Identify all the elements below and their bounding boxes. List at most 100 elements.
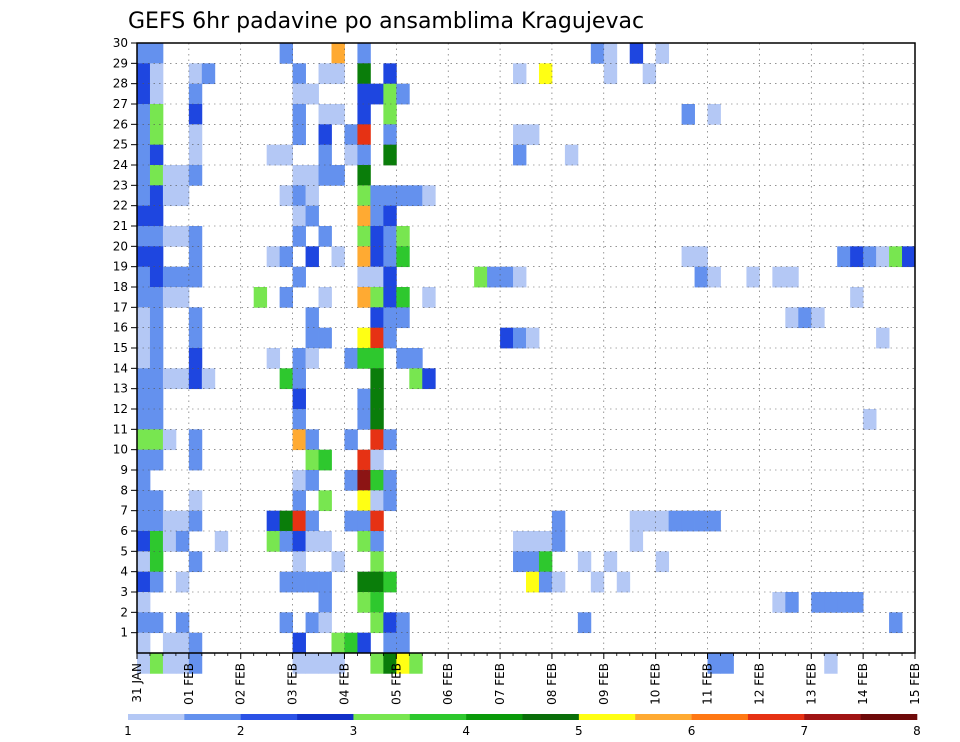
- precip-cell: [785, 592, 799, 613]
- precip-cell: [513, 266, 527, 288]
- precip-cell: [383, 205, 397, 227]
- precip-cell: [383, 63, 397, 85]
- precip-cell: [396, 287, 410, 308]
- precip-cell: [370, 490, 384, 512]
- precip-cell: [603, 63, 618, 85]
- precip-cell: [137, 144, 151, 166]
- precip-cell: [837, 246, 851, 268]
- precip-cell: [344, 144, 358, 166]
- colorbar-label: 1: [124, 724, 132, 738]
- precip-cell: [551, 571, 566, 593]
- precip-cell: [305, 327, 319, 349]
- y-tick-label: 30: [113, 36, 128, 50]
- colorbar-swatch: [691, 714, 749, 720]
- precip-cell: [707, 653, 721, 674]
- precip-cell: [811, 592, 825, 613]
- plot-cells: [137, 43, 916, 674]
- x-tick-label: 15 FEB: [908, 663, 922, 705]
- precip-cell: [137, 307, 151, 329]
- colorbar-swatch: [804, 714, 861, 720]
- precip-cell: [149, 287, 164, 308]
- precip-cell: [175, 226, 190, 247]
- precip-cell: [188, 632, 203, 654]
- precip-cell: [370, 246, 384, 268]
- precip-cell: [137, 592, 151, 613]
- chart-title: GEFS 6hr padavine po ansamblima Kragujev…: [128, 9, 644, 34]
- precip-cell: [188, 368, 203, 390]
- colorbar-swatch: [409, 714, 467, 720]
- precip-cell: [513, 124, 527, 146]
- precip-cell: [162, 632, 177, 654]
- precip-cell: [162, 510, 177, 532]
- precip-cell: [357, 144, 371, 166]
- x-tick-label: 08 FEB: [545, 663, 559, 705]
- precip-cell: [603, 43, 618, 64]
- precip-cell: [383, 571, 397, 593]
- precip-cell: [292, 571, 306, 593]
- precip-cell: [344, 429, 358, 451]
- precip-cell: [318, 63, 332, 85]
- precip-cell: [396, 246, 410, 268]
- precip-cell: [396, 632, 410, 654]
- precip-cell: [279, 287, 293, 308]
- precip-cell: [188, 226, 203, 247]
- precip-cell: [902, 246, 916, 268]
- precip-cell: [175, 165, 190, 186]
- precip-cell: [383, 83, 397, 105]
- precip-cell: [279, 144, 293, 166]
- precip-cell: [551, 531, 566, 552]
- precip-cell: [603, 551, 618, 573]
- precip-cell: [616, 571, 631, 593]
- y-tick-label: 15: [113, 341, 128, 355]
- colorbar-legend: 1234567810121520: [124, 714, 921, 738]
- precip-cell: [149, 429, 164, 451]
- precip-cell: [149, 449, 164, 471]
- precip-cell: [357, 266, 371, 288]
- precip-cell: [318, 653, 332, 674]
- precip-cell: [357, 287, 371, 308]
- precip-cell: [370, 185, 384, 207]
- x-tick-label: 05 FEB: [389, 663, 403, 705]
- y-tick-label: 4: [120, 565, 128, 579]
- precip-cell: [383, 226, 397, 247]
- precip-cell: [422, 368, 436, 390]
- precip-cell: [149, 144, 164, 166]
- precip-cell: [396, 185, 410, 207]
- precip-cell: [292, 165, 306, 186]
- precip-cell: [629, 510, 644, 532]
- precip-cell: [137, 287, 151, 308]
- precip-cell: [188, 510, 203, 532]
- precip-cell: [383, 246, 397, 268]
- precip-cell: [214, 531, 229, 552]
- precip-cell: [266, 144, 281, 166]
- precip-cell: [681, 510, 695, 532]
- precip-cell: [149, 246, 164, 268]
- precip-cell: [694, 246, 708, 268]
- precip-cell: [188, 83, 203, 105]
- y-tick-label: 29: [113, 56, 128, 70]
- y-tick-label: 28: [113, 77, 128, 91]
- precip-cell: [149, 490, 164, 512]
- x-tick-label: 04 FEB: [337, 663, 351, 705]
- precip-cell: [590, 43, 605, 64]
- colorbar-swatch: [128, 714, 185, 720]
- precip-cell: [824, 592, 838, 613]
- precip-cell: [344, 124, 358, 146]
- precip-cell: [772, 266, 786, 288]
- precip-cell: [837, 592, 851, 613]
- precip-cell: [785, 307, 799, 329]
- colorbar-label: 7: [800, 724, 808, 738]
- precip-cell: [305, 510, 319, 532]
- precip-cell: [292, 388, 306, 410]
- precip-cell: [137, 327, 151, 349]
- precip-cell: [279, 510, 293, 532]
- precip-cell: [370, 388, 384, 410]
- precip-cell: [149, 409, 164, 430]
- precip-cell: [357, 388, 371, 410]
- y-tick-label: 24: [113, 158, 128, 172]
- precip-cell: [383, 327, 397, 349]
- precip-cell: [318, 531, 332, 552]
- precip-cell: [331, 63, 345, 85]
- x-tick-label: 11 FEB: [701, 663, 715, 705]
